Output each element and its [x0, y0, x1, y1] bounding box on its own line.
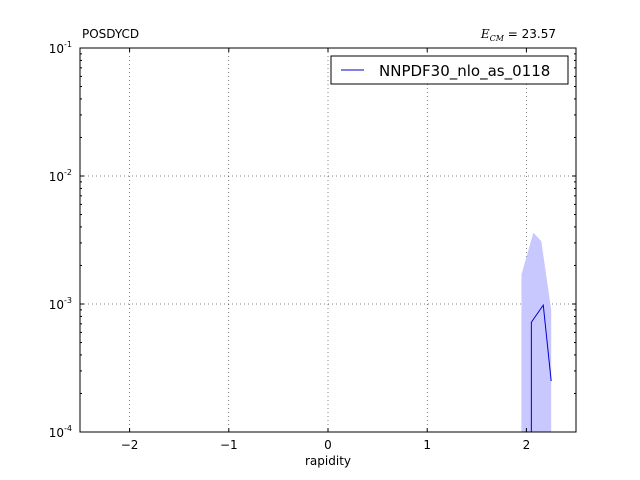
x-ticks: −2 −1 0 1 2 — [121, 48, 530, 452]
y-tick-label-base: 10 — [49, 298, 64, 312]
y-tick-label-base: 10 — [49, 170, 64, 184]
y-tick-label: 10-4 — [49, 424, 72, 440]
title-right-subscript: CM — [490, 34, 505, 43]
series-line-group — [530, 303, 552, 432]
x-tick-label: −2 — [121, 438, 139, 452]
y-tick-label-exponent: -3 — [64, 296, 72, 305]
series-line — [530, 303, 552, 432]
chart-title-right: ECM = 23.57 — [480, 27, 556, 43]
legend: NNPDF30_nlo_as_0118 — [330, 55, 569, 85]
legend-label: NNPDF30_nlo_as_0118 — [379, 62, 550, 81]
y-tick-label-exponent: -1 — [64, 40, 72, 49]
y-tick-label: 10-2 — [49, 168, 72, 184]
grid-lines — [80, 48, 576, 432]
chart-title-left: POSDYCD — [82, 27, 139, 41]
uncertainty-band-group — [521, 232, 552, 432]
y-tick-label: 10-3 — [49, 296, 72, 312]
x-tick-label: 2 — [523, 438, 531, 452]
title-right-value: = 23.57 — [504, 27, 556, 41]
uncertainty-band — [521, 232, 552, 432]
y-tick-label-exponent: -4 — [64, 424, 72, 433]
y-tick-label-exponent: -2 — [64, 168, 72, 177]
x-tick-label: 1 — [423, 438, 431, 452]
y-tick-label-base: 10 — [49, 42, 64, 56]
x-tick-label: 0 — [324, 438, 332, 452]
x-axis-label: rapidity — [305, 454, 351, 468]
x-tick-label: −1 — [220, 438, 238, 452]
title-right-symbol: E — [480, 27, 490, 41]
y-ticks: 10-410-310-210-1 — [49, 40, 576, 440]
y-tick-label-base: 10 — [49, 426, 64, 440]
y-tick-label: 10-1 — [49, 40, 72, 56]
legend-box — [330, 55, 569, 85]
